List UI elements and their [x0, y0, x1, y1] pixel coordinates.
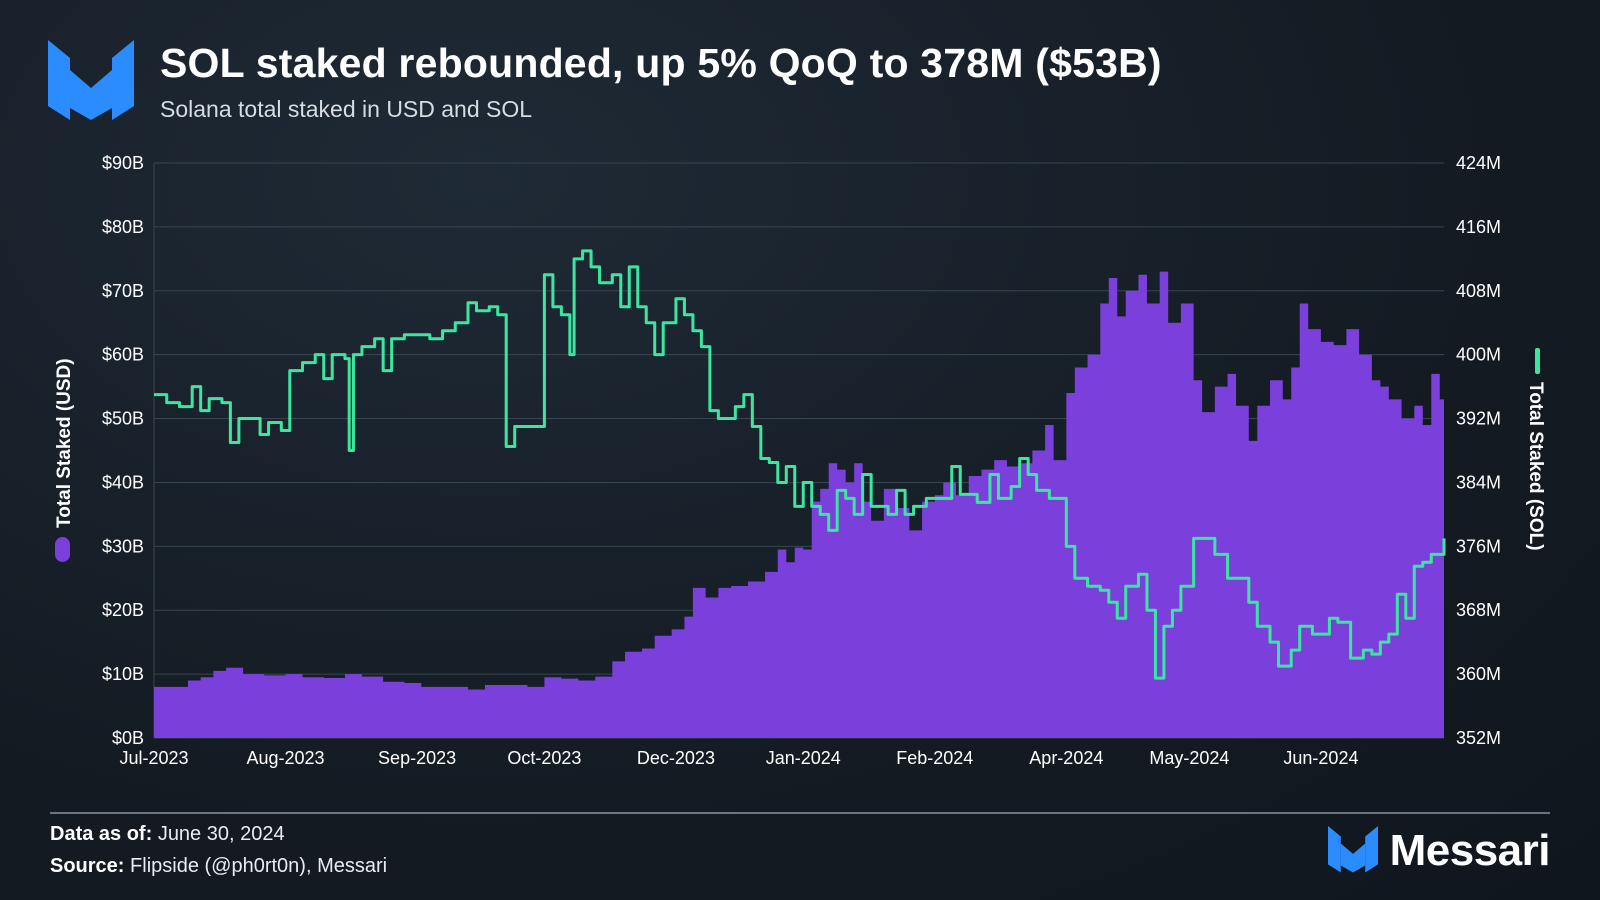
left-tick-label: $70B: [102, 281, 144, 301]
right-tick-label: 368M: [1456, 600, 1501, 620]
data-as-of-value: June 30, 2024: [157, 823, 285, 845]
left-tick-label: $80B: [102, 217, 144, 237]
chart-canvas: $0B$10B$20B$30B$40B$50B$60B$70B$80B$90B …: [54, 153, 1546, 768]
source: Source: Flipside (@ph0rt0n), Messari: [50, 855, 387, 878]
left-axis-title-group: Total Staked (USD): [54, 358, 75, 562]
x-tick-label: Apr-2024: [1029, 748, 1103, 768]
left-tick-label: $50B: [102, 409, 144, 429]
right-tick-label: 392M: [1456, 409, 1501, 429]
left-tick-label: $90B: [102, 153, 144, 173]
source-label: Source:: [50, 855, 125, 877]
right-tick-label: 376M: [1456, 536, 1501, 556]
right-axis-title-group: Total Staked (SOL): [1525, 348, 1546, 551]
sol-staked-line: [154, 249, 1446, 680]
x-tick-label: Jul-2023: [119, 748, 188, 768]
usd-staked-area: [154, 271, 1444, 738]
brand-logo: Messari: [1327, 826, 1551, 876]
source-value: Flipside (@ph0rt0n), Messari: [130, 855, 388, 877]
footer-divider: [50, 812, 1550, 814]
x-tick-label: Jan-2024: [766, 748, 841, 768]
left-tick-label: $30B: [102, 536, 144, 556]
right-tick-label: 408M: [1456, 281, 1501, 301]
x-tick-label: Sep-2023: [378, 748, 456, 768]
left-tick-label: $40B: [102, 472, 144, 492]
x-tick-label: May-2024: [1149, 748, 1229, 768]
chart-title: SOL staked rebounded, up 5% QoQ to 378M …: [160, 40, 1162, 86]
messari-logo-icon: [48, 40, 134, 120]
data-as-of-label: Data as of:: [50, 823, 153, 845]
x-tick-label: Feb-2024: [896, 748, 973, 768]
left-axis-title: Total Staked (USD): [54, 358, 75, 528]
x-tick-label: Aug-2023: [247, 748, 325, 768]
x-axis-ticks: Jul-2023 Aug-2023 Sep-2023 Oct-2023 Dec-2023…: [119, 748, 1358, 768]
right-tick-label: 352M: [1456, 728, 1501, 748]
left-tick-label: $20B: [102, 600, 144, 620]
left-axis-ticks: $0B $10B $20B $30B $40B $50B $60B $70B $80B $90B: [102, 153, 144, 748]
chart-subtitle: Solana total staked in USD and SOL: [160, 96, 533, 122]
right-axis-ticks: 352M 360M 368M 376M 384M 392M 400M 408M 416M 424M: [1456, 153, 1501, 748]
brand-name: Messari: [1389, 826, 1551, 875]
sol-line-layer: [154, 249, 1446, 680]
legend-green-line-icon: [1535, 348, 1540, 374]
left-tick-label: $60B: [102, 345, 144, 365]
left-tick-label: $10B: [102, 664, 144, 684]
legend-purple-dot-icon: [55, 537, 70, 562]
right-axis-title: Total Staked (SOL): [1525, 382, 1546, 551]
x-tick-label: Oct-2023: [507, 748, 581, 768]
right-tick-label: 360M: [1456, 664, 1501, 684]
right-tick-label: 384M: [1456, 472, 1501, 492]
right-tick-label: 424M: [1456, 153, 1501, 173]
x-tick-label: Dec-2023: [637, 748, 715, 768]
x-tick-label: Jun-2024: [1283, 748, 1358, 768]
brand-logo-icon: [1327, 826, 1378, 873]
usd-area-layer: [154, 271, 1444, 738]
left-tick-label: $0B: [112, 728, 144, 748]
right-tick-label: 400M: [1456, 345, 1501, 365]
right-tick-label: 416M: [1456, 217, 1501, 237]
data-as-of: Data as of: June 30, 2024: [50, 823, 285, 846]
